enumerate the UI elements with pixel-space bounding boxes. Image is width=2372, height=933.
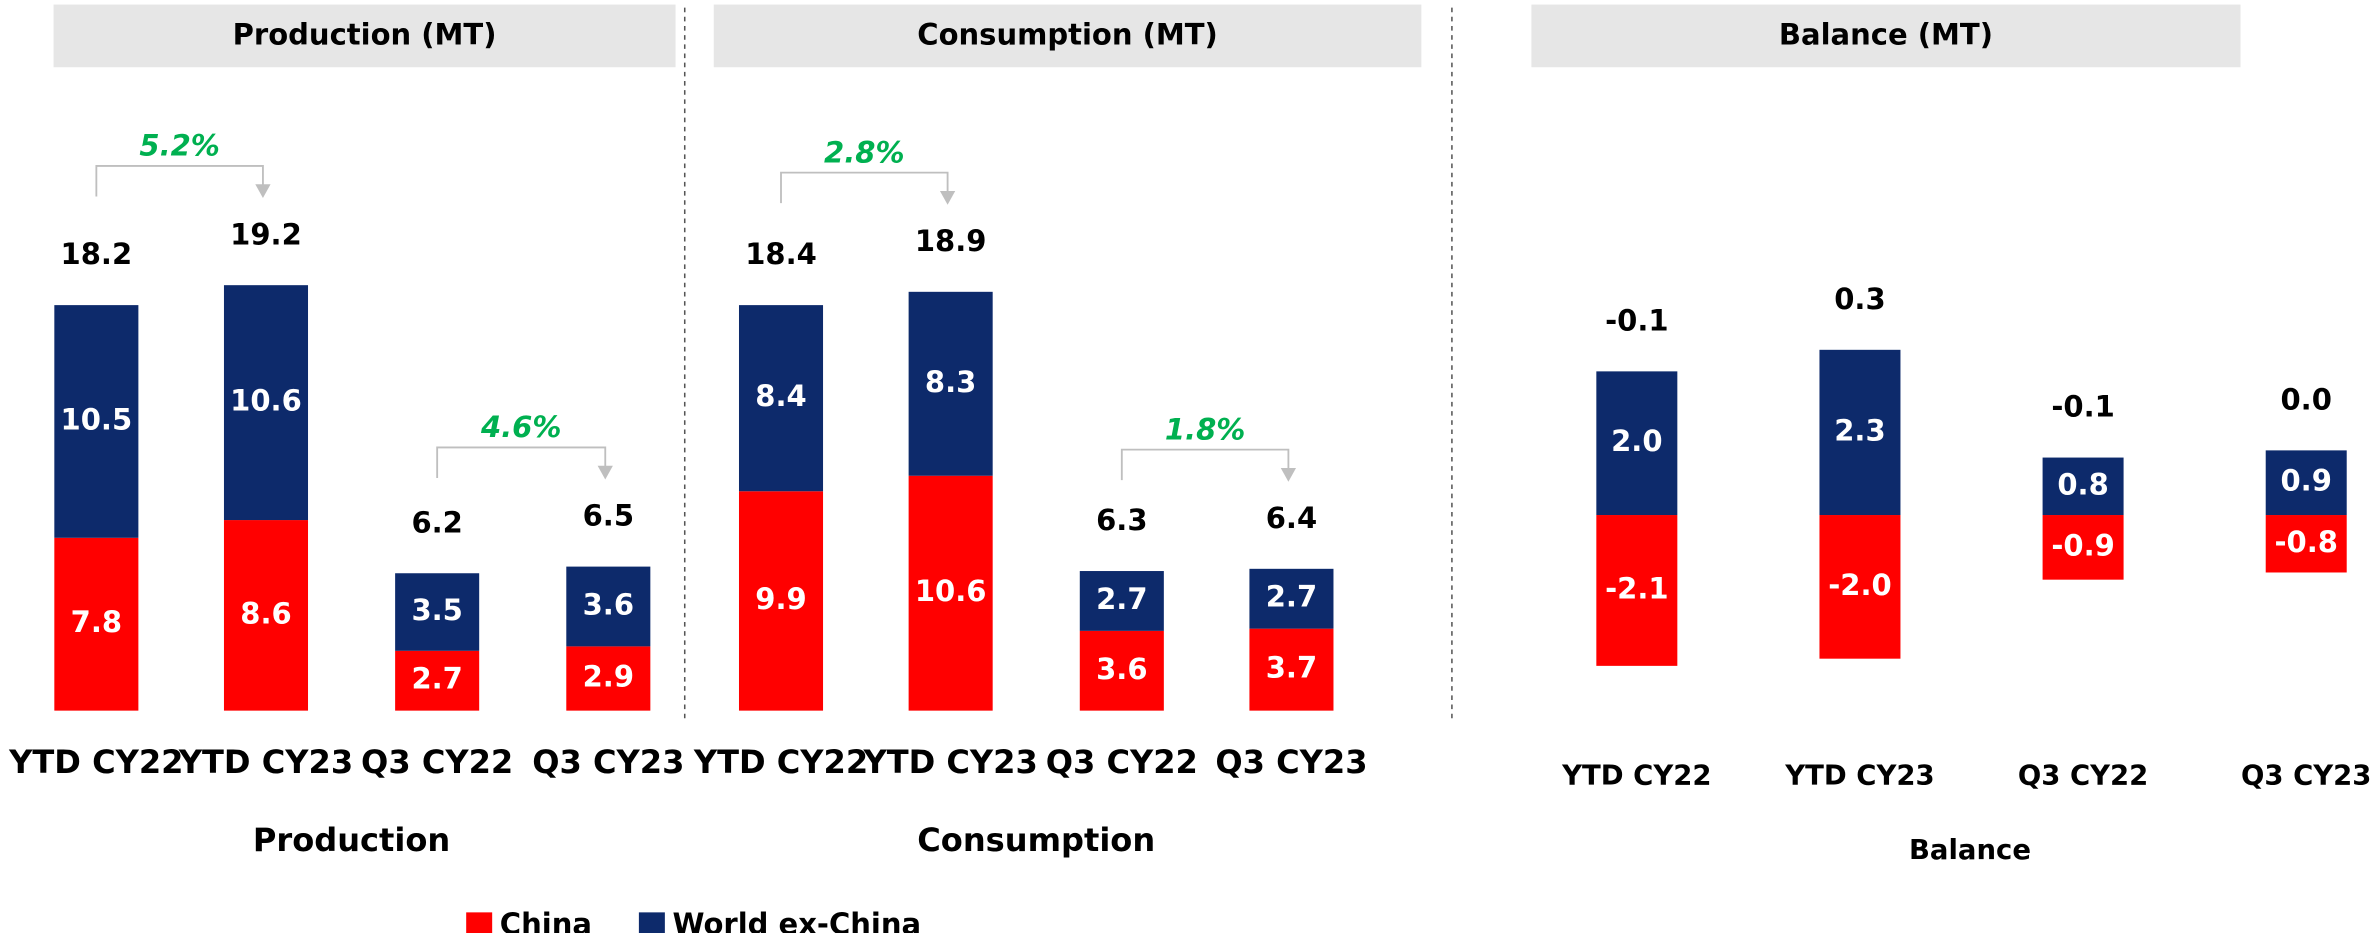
total-label: 18.4 — [745, 237, 817, 271]
bar-segment — [2265, 450, 2347, 516]
data-label: 8.6 — [240, 596, 291, 630]
legend-swatch — [466, 912, 493, 933]
bar-segment — [908, 291, 993, 476]
legend-label: China — [500, 907, 592, 933]
growth-annotation: 4.6% — [480, 410, 561, 444]
title-box — [53, 4, 676, 68]
bar-segment — [1249, 628, 1334, 711]
x-tick-label: YTD CY23 — [862, 743, 1037, 781]
data-label: 3.6 — [583, 587, 634, 621]
data-label: 2.3 — [1834, 413, 1885, 447]
total-label: 0.3 — [1834, 282, 1885, 316]
x-tick-label: YTD CY22 — [8, 743, 183, 781]
bar-segment — [54, 305, 139, 538]
bar-segment — [908, 475, 993, 711]
x-tick-label: Q3 CY22 — [2018, 759, 2148, 791]
growth-annotation: 5.2% — [139, 129, 219, 163]
bar-segment — [738, 491, 824, 711]
legend-swatch — [638, 912, 665, 933]
bar-segment — [1079, 571, 1164, 631]
legend-label: World ex-China — [673, 907, 922, 933]
x-tick-label: Q3 CY22 — [1046, 743, 1198, 781]
x-axis-label: Consumption — [917, 821, 1155, 859]
data-label: 10.5 — [61, 402, 133, 436]
growth-arrowhead — [597, 465, 613, 480]
total-label: 6.5 — [583, 499, 634, 533]
bar-segment — [1249, 568, 1334, 629]
data-label: 2.7 — [1096, 582, 1147, 616]
total-label: 6.2 — [411, 505, 462, 539]
data-label: 8.3 — [925, 365, 976, 399]
data-label: 3.6 — [1096, 652, 1147, 686]
data-label: 9.9 — [755, 582, 806, 616]
bar-segment — [566, 566, 651, 647]
growth-bracket — [436, 446, 607, 478]
x-tick-label: YTD CY22 — [693, 743, 868, 781]
bar-segment — [1819, 515, 1901, 659]
x-tick-label: YTD CY23 — [178, 743, 353, 781]
bar-segment — [2042, 457, 2124, 516]
x-axis-label: Balance — [1909, 834, 2031, 866]
data-label: 10.6 — [915, 574, 987, 608]
growth-annotation: 1.8% — [1165, 412, 1245, 446]
total-label: 18.2 — [61, 237, 133, 271]
bar-segment — [223, 520, 309, 711]
data-label: 3.5 — [411, 593, 462, 627]
growth-arrowhead — [255, 184, 271, 199]
x-tick-label: Q3 CY22 — [361, 743, 513, 781]
growth-bracket — [95, 165, 264, 197]
chart-title: Production (MT) — [233, 18, 497, 52]
total-label: 0.0 — [2281, 382, 2332, 416]
chart-title: Balance (MT) — [1779, 18, 1993, 52]
data-label: -2.0 — [1828, 568, 1891, 602]
data-label: 0.9 — [2281, 464, 2332, 498]
growth-bracket — [1120, 448, 1290, 481]
bar-segment — [1819, 349, 1901, 516]
total-label: 18.9 — [915, 224, 987, 258]
bar-segment — [2042, 515, 2124, 580]
bar-segment — [1596, 515, 1678, 666]
data-label: 0.8 — [2057, 467, 2108, 501]
bar-segment — [395, 573, 480, 651]
total-label: 19.2 — [230, 217, 302, 251]
total-label: -0.1 — [2051, 390, 2114, 424]
data-label: 3.7 — [1266, 651, 1317, 685]
x-axis-label: Production — [253, 821, 450, 859]
data-label: -2.1 — [1605, 571, 1668, 605]
growth-annotation: 2.8% — [824, 135, 904, 169]
data-label: 2.9 — [583, 660, 634, 694]
data-label: -0.8 — [2274, 525, 2337, 559]
x-tick-label: Q3 CY23 — [1215, 743, 1367, 781]
data-label: -0.9 — [2051, 528, 2114, 562]
total-label: 6.3 — [1096, 503, 1147, 537]
chart-title: Consumption (MT) — [917, 18, 1218, 52]
data-label: 2.7 — [1266, 580, 1317, 614]
bar-segment — [566, 646, 651, 711]
data-label: 10.6 — [230, 384, 302, 418]
bar-segment — [738, 305, 824, 492]
data-label: 2.7 — [411, 662, 462, 696]
bar-segment — [1079, 630, 1164, 711]
title-box — [1531, 4, 2241, 68]
bar-segment — [395, 650, 480, 711]
bar-segment — [54, 537, 139, 711]
growth-arrowhead — [939, 190, 956, 205]
growth-arrowhead — [1280, 467, 1297, 482]
x-tick-label: Q3 CY23 — [532, 743, 684, 781]
bar-segment — [2265, 515, 2347, 573]
x-tick-label: YTD CY22 — [1561, 759, 1711, 791]
x-tick-label: YTD CY23 — [1784, 759, 1934, 791]
data-label: 8.4 — [755, 379, 806, 413]
x-tick-label: Q3 CY23 — [2241, 759, 2371, 791]
bar-segment — [1596, 371, 1678, 516]
growth-bracket — [780, 171, 949, 204]
bar-segment — [223, 285, 309, 521]
data-label: 7.8 — [71, 605, 122, 639]
data-label: 2.0 — [1611, 424, 1662, 458]
title-box — [713, 4, 1422, 68]
total-label: -0.1 — [1605, 303, 1668, 337]
total-label: 6.4 — [1266, 501, 1317, 535]
